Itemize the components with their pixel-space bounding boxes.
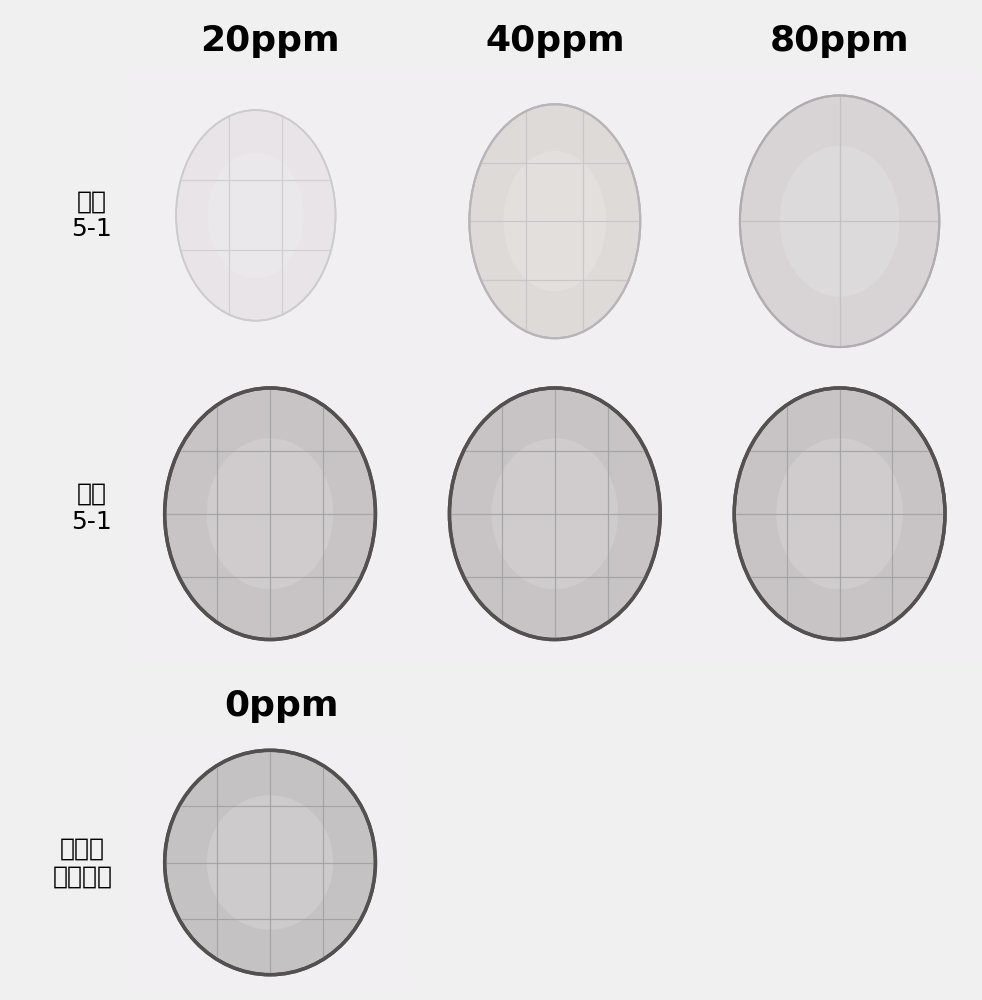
Ellipse shape (207, 438, 333, 589)
Ellipse shape (208, 152, 303, 279)
Text: 20ppm: 20ppm (200, 24, 340, 58)
Ellipse shape (165, 750, 375, 975)
Ellipse shape (504, 151, 606, 291)
Text: 样品
5-1: 样品 5-1 (72, 190, 112, 241)
Ellipse shape (780, 146, 900, 297)
Ellipse shape (207, 795, 333, 930)
Ellipse shape (450, 388, 660, 640)
Text: 无添加
（对照）: 无添加 （对照） (52, 837, 112, 888)
Ellipse shape (739, 95, 939, 347)
Ellipse shape (492, 438, 618, 589)
Text: 40ppm: 40ppm (485, 24, 625, 58)
Text: 80ppm: 80ppm (770, 24, 909, 58)
Text: 比较
5-1: 比较 5-1 (72, 482, 112, 534)
Text: 0ppm: 0ppm (224, 689, 339, 723)
Ellipse shape (165, 388, 375, 640)
Ellipse shape (469, 104, 640, 338)
Ellipse shape (176, 110, 336, 321)
Ellipse shape (777, 438, 902, 589)
Ellipse shape (735, 388, 945, 640)
